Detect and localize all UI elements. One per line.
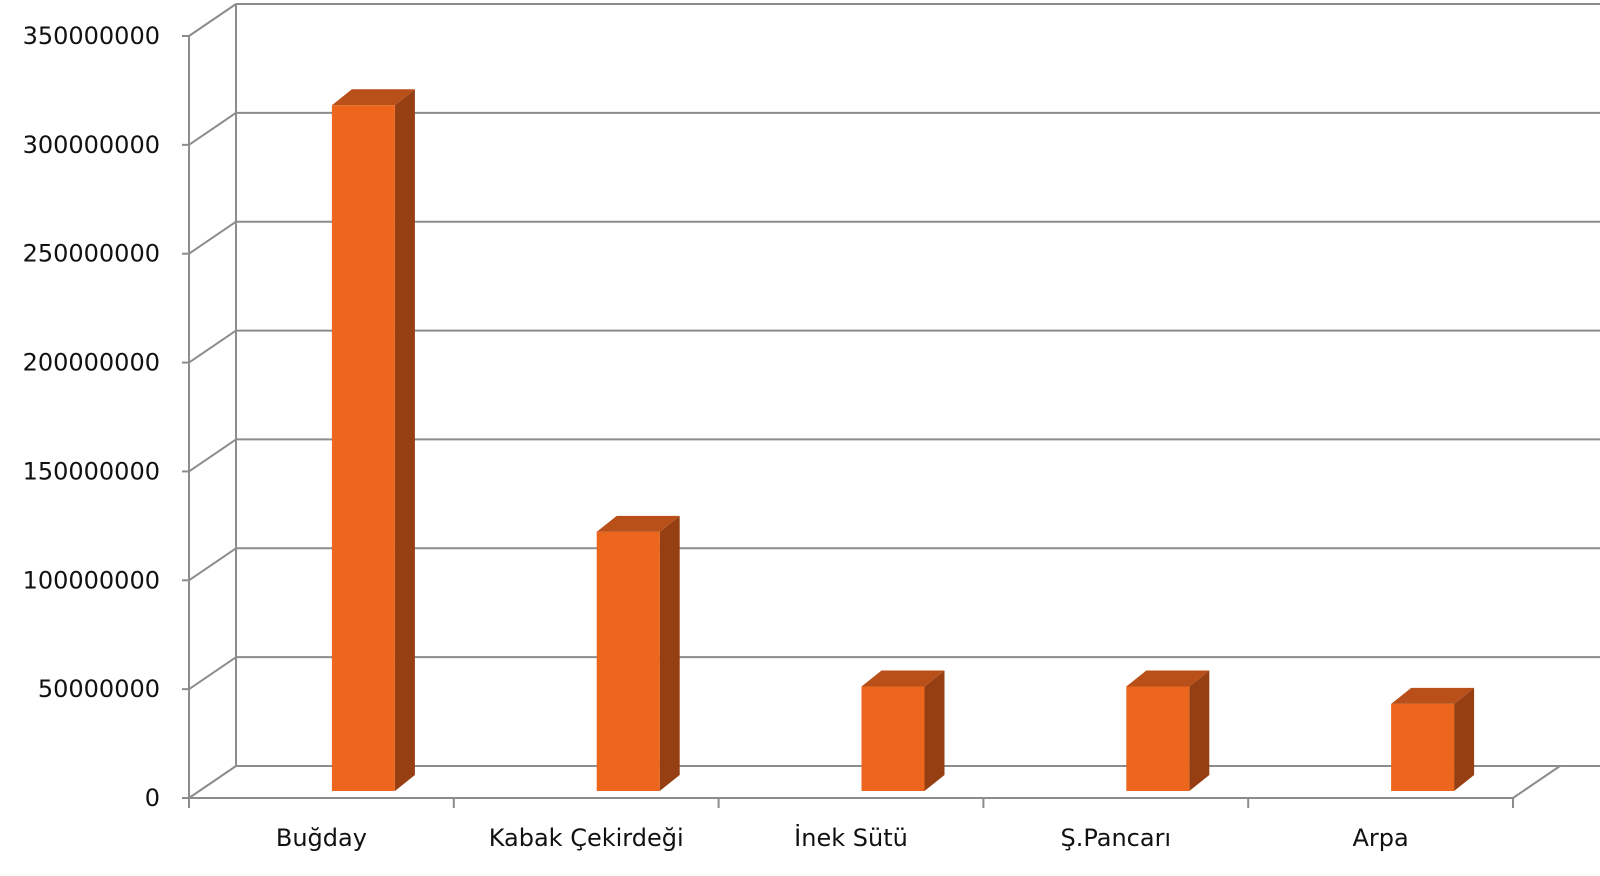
bar-side <box>924 670 945 791</box>
bar-side <box>394 89 415 791</box>
bar-front <box>1126 686 1190 791</box>
y-tick-label: 300000000 <box>23 131 160 159</box>
bar-front <box>861 686 925 791</box>
bar-top <box>1391 687 1475 704</box>
floor-right-edge <box>1512 765 1561 799</box>
y-tick-label: 350000000 <box>23 22 160 50</box>
gridline-diagonal <box>188 765 237 799</box>
bar-top <box>861 670 945 687</box>
y-tick-label: 50000000 <box>38 675 160 703</box>
x-category-label: Ş.Pancarı <box>1060 824 1171 852</box>
bar-front <box>1391 703 1455 791</box>
bar-top <box>1126 670 1210 687</box>
bars-layer <box>331 89 1475 791</box>
bar <box>596 515 680 791</box>
axis-layer <box>182 35 1561 808</box>
bar-top <box>331 89 415 106</box>
gridline-diagonal <box>188 438 237 473</box>
bar <box>861 670 945 791</box>
gridline-diagonal <box>188 220 237 255</box>
grid-layer <box>188 3 1600 799</box>
gridline-diagonal <box>188 656 237 690</box>
bar-top <box>596 515 680 532</box>
gridline-diagonal <box>188 112 237 146</box>
y-tick-label: 150000000 <box>23 457 160 485</box>
gridline-diagonal <box>188 547 237 582</box>
bar <box>1391 687 1475 791</box>
bar-front <box>331 105 395 791</box>
x-category-label: Buğday <box>276 824 367 852</box>
gridline-diagonal <box>188 3 237 37</box>
bar-side <box>659 515 680 791</box>
labels-layer: 0 50000000 100000000 150000000 200000000 2500… <box>23 22 1409 852</box>
x-category-label: İnek Sütü <box>794 823 908 852</box>
y-tick-label: 100000000 <box>23 566 160 594</box>
y-tick-label: 200000000 <box>23 349 160 377</box>
x-category-label: Kabak Çekirdeği <box>489 824 684 852</box>
y-tick-label: 0 <box>145 784 160 812</box>
gridline-diagonal <box>188 329 237 364</box>
bar <box>331 89 415 791</box>
bar-front <box>596 531 660 791</box>
bar <box>1126 670 1210 791</box>
bar-side <box>1189 670 1210 791</box>
bar-side <box>1454 687 1475 791</box>
y-tick-label: 250000000 <box>23 240 160 268</box>
x-category-label: Arpa <box>1352 824 1408 852</box>
